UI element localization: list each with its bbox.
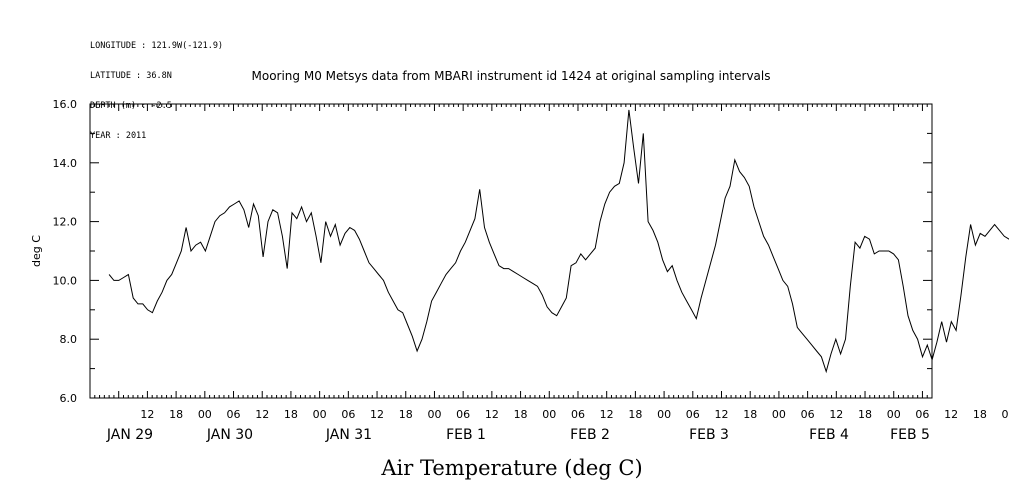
x-hour-tick-label: 18 <box>628 408 642 421</box>
x-hour-tick-label: 12 <box>255 408 269 421</box>
x-hour-tick-label: 12 <box>140 408 154 421</box>
x-hour-tick-label: 06 <box>571 408 585 421</box>
x-hour-tick-label: 18 <box>514 408 528 421</box>
x-hour-tick-label: 12 <box>829 408 843 421</box>
x-hour-tick-label: 00 <box>657 408 671 421</box>
x-hour-tick-label: 00 <box>887 408 901 421</box>
x-hour-tick-label: 00 <box>1002 408 1009 421</box>
x-hour-tick-label: 06 <box>456 408 470 421</box>
x-hour-tick-label: 18 <box>399 408 413 421</box>
x-hour-tick-label: 18 <box>858 408 872 421</box>
meta-longitude: LONGITUDE : 121.9W(-121.9) <box>90 41 224 51</box>
x-hour-tick-label: 00 <box>772 408 786 421</box>
x-hour-tick-label: 06 <box>686 408 700 421</box>
y-tick-label: 12.0 <box>53 216 78 229</box>
x-hour-tick-label: 18 <box>169 408 183 421</box>
x-date-label: FEB 1 <box>446 427 486 443</box>
x-hour-tick-label: 06 <box>227 408 241 421</box>
x-date-label: JAN 29 <box>106 427 153 443</box>
y-tick-label: 8.0 <box>60 333 78 346</box>
x-hour-tick-label: 00 <box>427 408 441 421</box>
x-hour-tick-label: 18 <box>284 408 298 421</box>
x-date-label: FEB 4 <box>809 427 849 443</box>
x-hour-tick-label: 12 <box>600 408 614 421</box>
y-tick-label: 16.0 <box>53 98 78 111</box>
meta-year: YEAR : 2011 <box>90 131 147 141</box>
x-date-label: FEB 3 <box>689 427 729 443</box>
x-hour-tick-label: 12 <box>944 408 958 421</box>
x-date-label: JAN 30 <box>206 427 253 443</box>
chart-title: Mooring M0 Metsys data from MBARI instru… <box>252 69 771 83</box>
x-hour-tick-label: 00 <box>542 408 556 421</box>
y-tick-label: 14.0 <box>53 157 78 170</box>
x-hour-tick-label: 18 <box>743 408 757 421</box>
x-hour-tick-label: 06 <box>801 408 815 421</box>
x-hour-tick-label: 12 <box>370 408 384 421</box>
meta-latitude: LATITUDE : 36.8N <box>90 71 172 81</box>
y-tick-label: 6.0 <box>60 392 78 405</box>
x-hour-tick-label: 06 <box>915 408 929 421</box>
x-hour-tick-label: 12 <box>715 408 729 421</box>
x-axis-label: Air Temperature (deg C) <box>380 456 642 480</box>
x-hour-tick-label: 00 <box>313 408 327 421</box>
series-line-air-temperature <box>108 109 1009 374</box>
y-tick-label: 10.0 <box>53 274 78 287</box>
x-date-label: JAN 31 <box>325 427 372 443</box>
x-hour-tick-label: 12 <box>485 408 499 421</box>
y-axis: 6.0 8.0 10.0 12.0 14.0 16.0 <box>53 98 932 405</box>
x-hour-tick-label: 00 <box>198 408 212 421</box>
plot-frame <box>89 103 933 399</box>
x-hour-tick-label: 18 <box>973 408 987 421</box>
x-hour-tick-label: 06 <box>341 408 355 421</box>
x-axis: 12 18 00 06 12 18 00 06 12 18 00 06 12 18 00 06 12 18 00 06… <box>89 104 1009 443</box>
x-date-label: FEB 5 <box>890 427 930 443</box>
x-date-label: FEB 2 <box>570 427 610 443</box>
y-axis-label: deg C <box>30 235 43 267</box>
